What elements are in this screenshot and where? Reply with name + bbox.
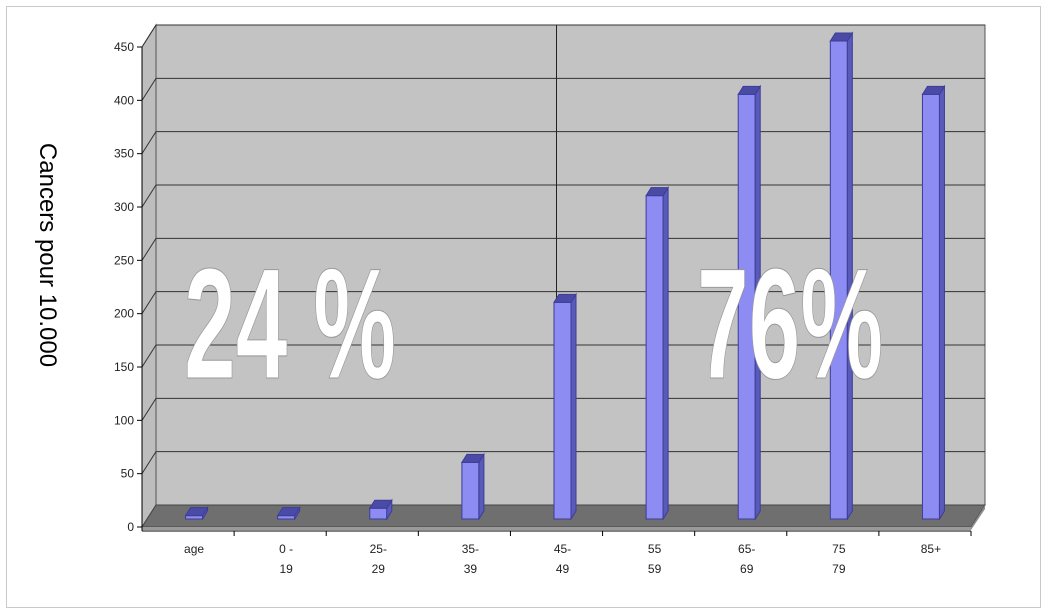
x-tick-label-line2: 79 bbox=[832, 562, 846, 576]
y-tick-label: 450 bbox=[114, 40, 134, 54]
x-tick-label-line2: 69 bbox=[740, 562, 754, 576]
gridline bbox=[141, 451, 985, 474]
y-tick-label: 300 bbox=[114, 200, 134, 214]
bar-6 bbox=[737, 84, 762, 521]
x-tick-label-line2: 59 bbox=[648, 562, 662, 576]
bar-7 bbox=[829, 31, 854, 521]
bar-front bbox=[921, 93, 940, 520]
bar-front bbox=[645, 195, 664, 520]
x-tick-label-line2: 19 bbox=[279, 562, 293, 576]
x-tick-labels: age 0 - 19 25- 29 35- 39 45- 49 55 59 65- 69 75 79 85+ bbox=[184, 542, 941, 576]
bar-4 bbox=[553, 292, 577, 521]
gridline bbox=[141, 131, 985, 154]
x-tick-label: 75 bbox=[832, 542, 846, 556]
side-wall bbox=[141, 23, 157, 529]
bar-front bbox=[553, 301, 572, 520]
gridline bbox=[141, 77, 985, 101]
gridline bbox=[141, 184, 985, 208]
bar-top bbox=[921, 85, 946, 95]
bar-front bbox=[369, 507, 388, 520]
gridline bbox=[141, 397, 985, 421]
bar-0 bbox=[184, 505, 209, 521]
y-tick-label: 200 bbox=[114, 307, 134, 321]
bar-side bbox=[570, 292, 577, 521]
y-tick-label: 100 bbox=[114, 413, 134, 427]
bar-side bbox=[478, 452, 485, 521]
bar-top bbox=[184, 507, 209, 517]
annotation-left-percent: 24 % bbox=[184, 237, 396, 412]
y-tick-label: 50 bbox=[121, 467, 135, 481]
bar-top bbox=[368, 499, 393, 509]
gridlines bbox=[141, 24, 985, 505]
bar-1 bbox=[276, 505, 301, 521]
gridline bbox=[141, 24, 985, 48]
y-tick-label: 350 bbox=[114, 147, 134, 161]
bar-side bbox=[662, 185, 669, 521]
x-tick-label: 0 - bbox=[279, 542, 293, 556]
x-tick-label-line2: 29 bbox=[372, 562, 386, 576]
x-tick-label: age bbox=[184, 542, 204, 556]
x-tick-label: 85+ bbox=[921, 542, 941, 556]
bar-side bbox=[938, 84, 945, 521]
y-tick-labels: 0 50 100 150 200 250 300 350 400 450 bbox=[114, 40, 134, 534]
x-tick-label-line2: 49 bbox=[556, 562, 570, 576]
bar-top bbox=[553, 293, 577, 303]
y-tick-label: 400 bbox=[114, 93, 134, 107]
annotation-right-percent: 76% bbox=[697, 237, 883, 412]
x-tick-label-line2: 39 bbox=[464, 562, 478, 576]
y-tick-label: 150 bbox=[114, 360, 134, 374]
gridline bbox=[141, 291, 985, 314]
bar-2 bbox=[368, 498, 393, 521]
bar-top bbox=[645, 187, 670, 197]
floor-side bbox=[971, 505, 985, 530]
x-tick-label: 65- bbox=[738, 542, 755, 556]
annotations: 24 % 76% bbox=[184, 236, 884, 412]
bar-3 bbox=[460, 452, 485, 521]
bar-5 bbox=[645, 185, 670, 521]
bar-top bbox=[737, 85, 762, 95]
gridline bbox=[141, 344, 985, 368]
bar-top bbox=[276, 507, 301, 517]
y-tick-label: 0 bbox=[127, 520, 134, 534]
x-tick-label: 25- bbox=[370, 542, 387, 556]
gridline bbox=[141, 237, 985, 261]
x-tick-label: 55 bbox=[648, 542, 662, 556]
floor-edge bbox=[142, 527, 971, 530]
bar-front bbox=[461, 461, 480, 520]
axes bbox=[137, 46, 972, 536]
x-tick-label: 45- bbox=[554, 542, 571, 556]
bar-top bbox=[829, 32, 854, 42]
y-tick-label: 250 bbox=[114, 253, 134, 267]
bars bbox=[184, 31, 946, 521]
bar-top bbox=[460, 453, 485, 463]
x-tick-label: 35- bbox=[462, 542, 479, 556]
bar-8 bbox=[921, 84, 946, 521]
y-axis-label: Cancers pour 10.000 bbox=[34, 143, 61, 367]
